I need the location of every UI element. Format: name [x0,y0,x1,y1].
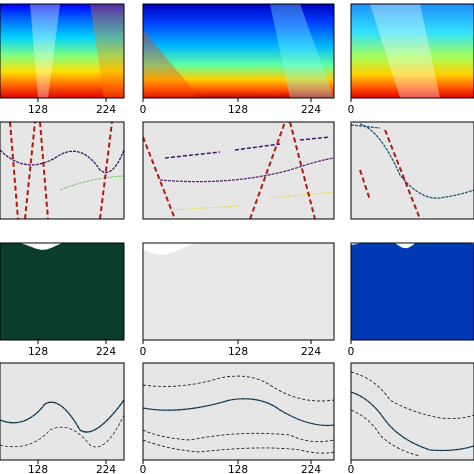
line-panel-row4-3 [351,363,474,460]
layer-map-panel-3 [351,243,474,340]
tick-label: 128 [228,346,248,358]
layer-map-panel-1 [0,243,124,340]
tick-label: 0 [140,346,147,358]
tick-label: 224 [96,464,116,474]
layer-band [143,243,334,340]
tick-label: 0 [348,104,355,116]
line-panel-row4-2 [143,363,334,460]
tick-label: 0 [348,464,355,474]
tick-label: 128 [228,464,248,474]
tick-label: 224 [96,104,116,116]
tick-label: 0 [140,104,147,116]
layer-map-panel-2 [143,243,334,340]
layer-band [351,243,474,340]
velocity-map-panel-3 [350,3,474,99]
tick-marks [37,98,352,464]
tick-label: 128 [28,346,48,358]
tick-label: 128 [228,104,248,116]
tick-label: 224 [301,104,321,116]
line-panel-row2-1 [0,122,124,219]
tick-label: 128 [28,464,48,474]
tick-labels-row1: 128 224 0 128 224 0 [28,104,354,116]
layer-band [351,339,474,340]
tick-label: 224 [96,346,116,358]
tick-label: 128 [28,104,48,116]
line-panel-row2-2 [143,122,334,219]
layer-band [0,243,124,340]
tick-label: 0 [348,346,355,358]
velocity-map-panel-1 [0,3,125,99]
tick-labels-row3: 128 224 0 128 224 0 [28,346,354,358]
tick-labels-row4: 128 224 0 128 224 0 [28,464,354,474]
velocity-map-panel-2 [142,3,335,99]
line-panel-row4-1 [0,363,124,460]
tick-label: 0 [140,464,147,474]
line-panel-row2-3 [351,122,474,219]
tick-label: 224 [301,464,321,474]
tick-label: 224 [301,346,321,358]
